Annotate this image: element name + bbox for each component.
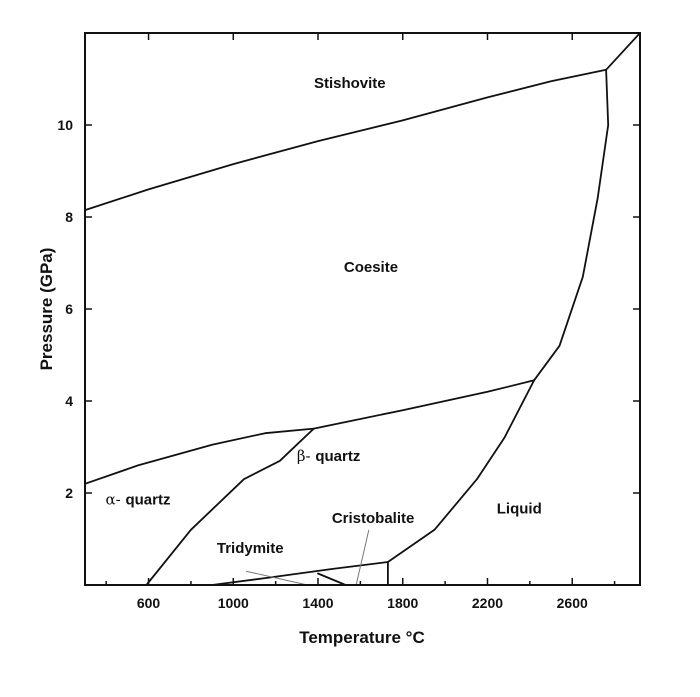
y-axis-title: Pressure (GPa): [37, 248, 56, 371]
y-tick-label-4: 4: [65, 393, 73, 409]
axis-ticks: [85, 33, 640, 585]
boundary-alpha-beta-quartz: [145, 427, 315, 586]
region-label-beta-quartz: β- quartz: [297, 447, 361, 465]
region-label-liquid: Liquid: [497, 501, 542, 518]
boundary-stishovite-liquid: [605, 32, 641, 71]
x-tick-label-2600: 2600: [557, 595, 588, 611]
x-axis-title: Temperature °C: [299, 628, 425, 647]
leader-line-1: [355, 529, 370, 586]
region-label-tridymite: Tridymite: [217, 540, 284, 557]
region-label-stishovite: Stishovite: [314, 75, 386, 92]
x-tick-label-2200: 2200: [472, 595, 503, 611]
y-tick-label-6: 6: [65, 301, 73, 317]
boundary-quartz-liquid: [387, 379, 535, 563]
y-tick-label-10: 10: [57, 117, 73, 133]
y-tick-label-8: 8: [65, 209, 73, 225]
x-tick-label-1000: 1000: [218, 595, 249, 611]
region-label-alpha-quartz: α- quartz: [105, 491, 170, 509]
region-label-cristobalite: Cristobalite: [332, 510, 415, 527]
y-tick-label-2: 2: [65, 485, 73, 501]
tick-labels: 600 1000 1400 1800 2200 2600 2 4 6 8 10: [57, 117, 588, 611]
boundary-coesite-liquid: [533, 68, 610, 382]
x-tick-label-600: 600: [137, 595, 161, 611]
x-tick-label-1400: 1400: [302, 595, 333, 611]
phase-boundaries: [84, 32, 641, 586]
x-tick-label-1800: 1800: [387, 595, 418, 611]
region-labels: Stishovite Coesite β- quartz α- quartz Crist…: [105, 75, 541, 557]
boundary-tridymite-cristobalite: [211, 561, 389, 586]
leader-line-2: [245, 570, 308, 586]
boundary-coesite-quartz: [84, 379, 535, 485]
leader-lines: [245, 529, 370, 586]
plot-frame: [84, 32, 641, 586]
boundary-tridymite-beta-quartz: [317, 572, 347, 586]
boundary-stishovite-coesite: [84, 68, 607, 211]
region-label-coesite: Coesite: [344, 259, 398, 276]
